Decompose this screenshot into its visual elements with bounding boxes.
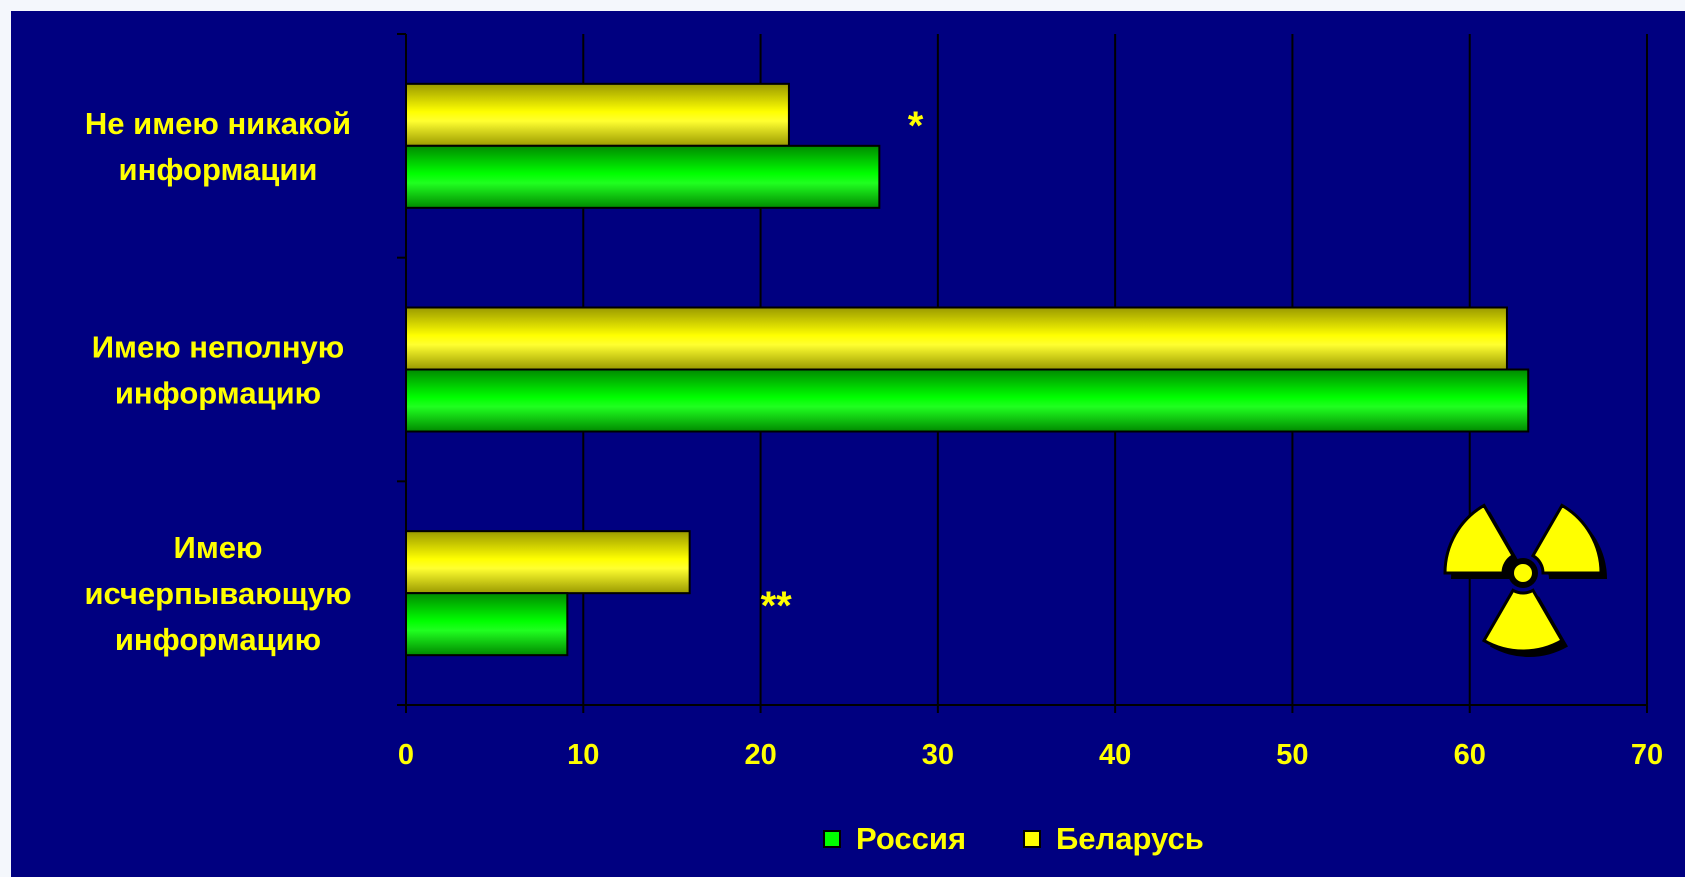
bar-russia [405,592,569,657]
x-tick-label: 40 [1099,739,1131,771]
category-label: Имею исчерпывающую информацию [84,530,351,657]
x-tick-label: 30 [922,739,954,771]
bar-belarus [405,306,1508,371]
bar-russia [405,144,881,209]
x-tick-label: 10 [567,739,599,771]
bar-belarus [405,82,790,147]
radiation-icon [1443,503,1607,657]
x-tick-label: 70 [1631,739,1663,771]
bar-chart: 0 10 20 30 40 50 60 70 Не имею никакой информации… [84,33,1663,856]
category-label: Имею неполную информацию [92,330,345,411]
radiation-blade [1530,503,1603,575]
x-tick-label: 20 [744,739,776,771]
x-tick-label: 0 [398,739,414,771]
x-tick-label: 60 [1454,739,1486,771]
bar-russia [405,368,1530,433]
category-label: Не имею никакой информации [85,106,351,187]
bar-belarus [405,530,691,595]
chart-panel: 0 10 20 30 40 50 60 70 Не имею никакой информации… [11,11,1685,877]
radiation-blade [1481,588,1565,653]
radiation-blade [1443,503,1516,575]
significance-annotation: * [908,104,924,148]
x-tick-label: 50 [1276,739,1308,771]
legend-label: Беларусь [1056,821,1204,856]
significance-annotation: ** [761,584,793,628]
legend-swatch [823,830,841,848]
radiation-center-dot [1514,564,1532,582]
legend-label: Россия [856,821,966,856]
legend-swatch [1023,830,1041,848]
